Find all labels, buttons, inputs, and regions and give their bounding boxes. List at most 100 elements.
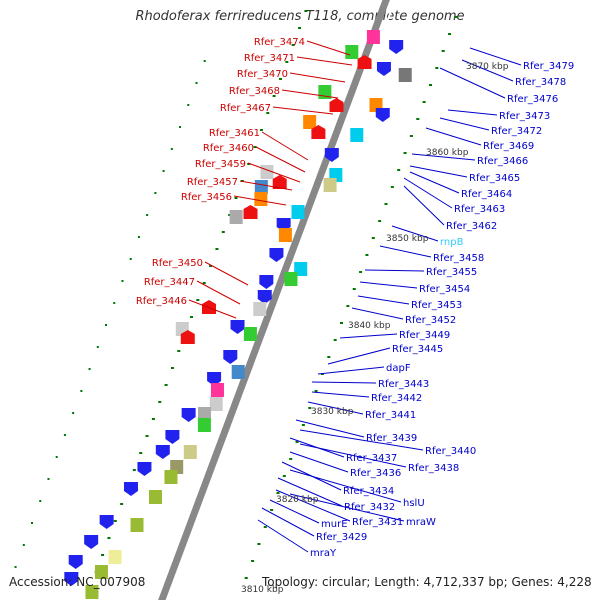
gene-label[interactable]: rnpB [440, 237, 464, 248]
gene-label[interactable]: Rfer_3462 [446, 221, 497, 232]
ruler-dot [409, 135, 413, 137]
leader-line [247, 162, 301, 183]
gene-label[interactable]: Rfer_3450 [152, 258, 203, 269]
gene-label[interactable]: Rfer_3429 [316, 532, 367, 543]
gene-label[interactable]: Rfer_3446 [136, 296, 187, 307]
gene-label[interactable]: Rfer_3453 [411, 300, 462, 311]
gene-label[interactable]: Rfer_3471 [244, 53, 295, 64]
leader-line [188, 299, 237, 319]
gene-label[interactable]: Rfer_3464 [461, 189, 512, 200]
gene-arrow [243, 205, 258, 219]
ruler-dot [365, 254, 369, 256]
gene-label[interactable]: Rfer_3454 [419, 284, 470, 295]
leader-line [289, 451, 349, 473]
gene-label[interactable]: Rfer_3456 [181, 192, 232, 203]
gene-block [210, 383, 224, 397]
gene-label[interactable]: Rfer_3455 [426, 267, 477, 278]
gene-label[interactable]: Rfer_3465 [469, 173, 520, 184]
gene-arrow [269, 248, 284, 262]
gene-label[interactable]: Rfer_3472 [491, 126, 542, 137]
position-label: 3860 kbp [426, 148, 469, 158]
ruler-dot [259, 129, 263, 131]
gene-label[interactable]: Rfer_3439 [366, 433, 417, 444]
gene-label[interactable]: Rfer_3479 [523, 61, 574, 72]
position-label: 3840 kbp [348, 321, 391, 331]
gene-block [398, 68, 412, 82]
ruler-dot [359, 271, 363, 273]
ruler-dot [270, 509, 274, 511]
ruler-dot [403, 152, 407, 154]
gene-arrow [311, 125, 326, 139]
gene-label[interactable]: hslU [403, 498, 425, 509]
gene-label[interactable]: dapF [386, 363, 411, 374]
gene-label[interactable]: mraY [310, 548, 337, 559]
ruler-dot [105, 324, 108, 326]
gene-label[interactable]: Rfer_3466 [477, 156, 528, 167]
ruler-dot [428, 84, 432, 86]
gene-label[interactable]: Rfer_3476 [507, 94, 558, 105]
gene-label[interactable]: Rfer_3431 [352, 517, 403, 528]
gene-label[interactable]: Rfer_3469 [483, 141, 534, 152]
ruler-dot [31, 522, 34, 524]
gene-label[interactable]: mraW [406, 517, 436, 528]
gene-arrow [68, 555, 83, 569]
gene-arrow [357, 55, 372, 69]
leader-line [289, 72, 346, 83]
ruler-dot [285, 61, 289, 63]
ruler-dot [107, 537, 111, 539]
gene-block [197, 418, 211, 432]
gene-label[interactable]: Rfer_3449 [399, 330, 450, 341]
ruler-dot [101, 554, 105, 556]
gene-label[interactable]: Rfer_3441 [365, 410, 416, 421]
leader-line [411, 153, 476, 161]
leader-line [299, 443, 407, 468]
gene-label[interactable]: murE [321, 519, 348, 530]
ruler-dot [170, 148, 173, 150]
gene-label[interactable]: Rfer_3438 [408, 463, 459, 474]
ruler-dot [146, 214, 149, 216]
gene-arrow [324, 148, 339, 162]
leader-line [439, 67, 506, 99]
gene-label[interactable]: Rfer_3457 [187, 177, 238, 188]
gene-label[interactable]: Rfer_3434 [343, 486, 394, 497]
ruler-dot [203, 60, 206, 62]
gene-label[interactable]: Rfer_3445 [392, 344, 443, 355]
gene-label[interactable]: Rfer_3436 [350, 468, 401, 479]
ruler-dot [113, 520, 117, 522]
gene-label[interactable]: Rfer_3461 [209, 128, 260, 139]
leader-line [306, 40, 351, 56]
gene-block [291, 205, 305, 219]
gene-label[interactable]: Rfer_3442 [371, 393, 422, 404]
gene-label[interactable]: Rfer_3470 [237, 69, 288, 80]
ruler-dot [352, 288, 356, 290]
gene-label[interactable]: Rfer_3474 [254, 37, 305, 48]
gene-label[interactable]: Rfer_3463 [454, 204, 505, 215]
gene-label[interactable]: Rfer_3473 [499, 111, 550, 122]
gene-block [243, 327, 257, 341]
leader-line [261, 507, 315, 537]
gene-label[interactable]: Rfer_3467 [220, 103, 271, 114]
gene-label[interactable]: Rfer_3440 [425, 446, 476, 457]
leader-line [295, 419, 365, 438]
leader-line [425, 127, 482, 146]
ruler-dot [301, 424, 305, 426]
gene-label[interactable]: Rfer_3468 [229, 86, 280, 97]
leader-line [469, 47, 522, 66]
gene-label[interactable]: Rfer_3432 [344, 502, 395, 513]
gene-label[interactable]: Rfer_3460 [203, 143, 254, 154]
gene-label[interactable]: Rfer_3478 [515, 77, 566, 88]
gene-label[interactable]: Rfer_3452 [405, 315, 456, 326]
gene-label[interactable]: Rfer_3447 [144, 277, 195, 288]
gene-arrow [223, 350, 238, 364]
gene-label[interactable]: Rfer_3458 [433, 253, 484, 264]
gene-label[interactable]: Rfer_3437 [346, 453, 397, 464]
ruler-dot [263, 526, 267, 528]
gene-block [164, 470, 178, 484]
gene-label[interactable]: Rfer_3459 [195, 159, 246, 170]
gene-arrow [165, 430, 180, 444]
gene-arrow [99, 515, 114, 529]
gene-block [345, 45, 359, 59]
gene-label[interactable]: Rfer_3443 [378, 379, 429, 390]
ruler-dot [384, 203, 388, 205]
ruler-dot [251, 560, 255, 562]
